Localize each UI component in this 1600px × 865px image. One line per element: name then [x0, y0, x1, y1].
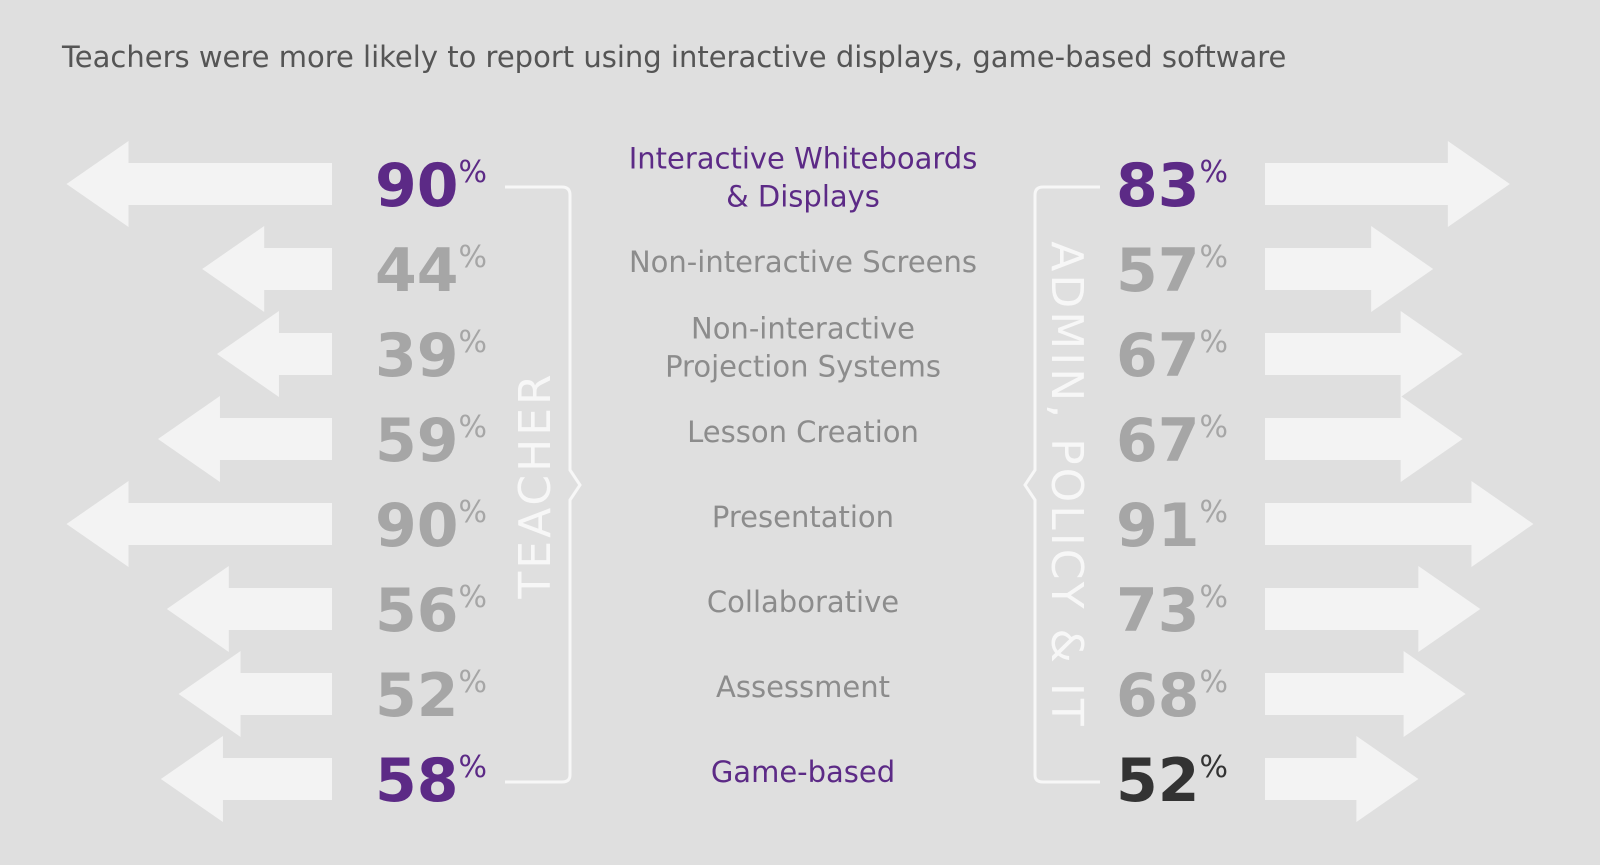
value-label: 56%: [375, 576, 487, 646]
arrow: [1265, 226, 1434, 312]
category-label: Interactive Whiteboards & Displays: [628, 141, 978, 213]
arrow: [1265, 396, 1463, 482]
chart-title: Teachers were more likely to report usin…: [62, 40, 1287, 74]
arrow: [1265, 141, 1510, 227]
group-label: TEACHER: [510, 371, 561, 599]
bracket: [1023, 185, 1100, 784]
value-label: 52%: [1116, 746, 1228, 816]
category-label: Presentation: [711, 500, 895, 535]
category-label: Non-interactive Screens: [628, 245, 978, 280]
arrow: [178, 651, 332, 737]
value-label: 39%: [375, 321, 487, 391]
arrow: [160, 736, 332, 822]
value-label: 58%: [375, 746, 487, 816]
arrow: [216, 311, 332, 397]
arrow: [1265, 736, 1419, 822]
value-label: 73%: [1116, 576, 1228, 646]
category-label: Non-interactive Projection Systems: [665, 311, 941, 383]
arrow: [1265, 311, 1463, 397]
value-label: 44%: [375, 236, 487, 306]
value-label: 57%: [1116, 236, 1228, 306]
arrow: [157, 396, 332, 482]
arrow: [1265, 651, 1466, 737]
value-label: 52%: [375, 661, 487, 731]
value-label: 90%: [375, 151, 487, 221]
value-label: 83%: [1116, 151, 1228, 221]
arrow: [166, 566, 332, 652]
bracket: [505, 185, 582, 784]
arrow: [1265, 566, 1481, 652]
value-label: 59%: [375, 406, 487, 476]
value-label: 90%: [375, 491, 487, 561]
category-label: Lesson Creation: [687, 415, 919, 450]
value-label: 91%: [1116, 491, 1228, 561]
arrow: [202, 226, 332, 312]
value-label: 67%: [1116, 321, 1228, 391]
category-label: Game-based: [710, 755, 896, 790]
arrow: [1265, 481, 1534, 567]
arrow: [66, 481, 332, 567]
group-label: ADMIN, POLICY & IT: [1041, 241, 1092, 728]
value-label: 68%: [1116, 661, 1228, 731]
arrow: [66, 141, 332, 227]
category-label: Assessment: [716, 670, 890, 705]
value-label: 67%: [1116, 406, 1228, 476]
category-label: Collaborative: [706, 585, 900, 620]
